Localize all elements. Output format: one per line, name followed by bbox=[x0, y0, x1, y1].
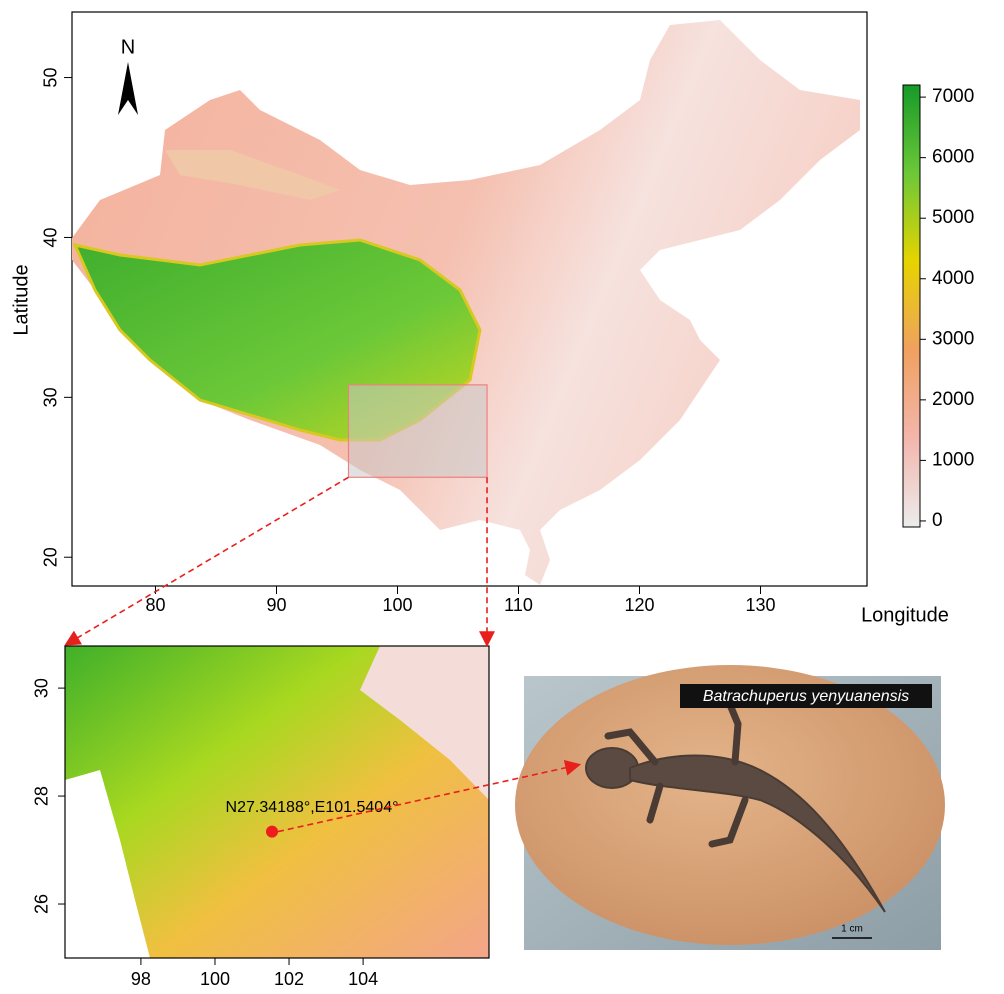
x-tick-label: 130 bbox=[745, 595, 775, 615]
inset-y-tick-label: 28 bbox=[32, 786, 52, 806]
colorbar-tick-label: 3000 bbox=[932, 328, 974, 349]
inset-extent bbox=[348, 385, 487, 477]
y-tick-label: 50 bbox=[41, 68, 61, 88]
main-map: N Latitude Longitude bbox=[10, 12, 949, 626]
inset-y-tick-label: 30 bbox=[32, 678, 52, 698]
colorbar-tick-label: 1000 bbox=[932, 449, 974, 470]
point-label: N27.34188°,E101.5404° bbox=[226, 799, 399, 816]
colorbar-tick-label: 2000 bbox=[932, 389, 974, 410]
y-axis-label: Latitude bbox=[10, 264, 32, 335]
colorbar bbox=[903, 85, 920, 527]
inset-x-tick-label: 98 bbox=[131, 969, 151, 989]
colorbar-tick-label: 5000 bbox=[932, 207, 974, 228]
x-tick-label: 100 bbox=[382, 595, 412, 615]
y-tick-label: 20 bbox=[41, 547, 61, 567]
x-axis-label: Longitude bbox=[861, 604, 949, 626]
x-tick-label: 80 bbox=[145, 595, 165, 615]
x-tick-label: 90 bbox=[266, 595, 286, 615]
x-tick-label: 120 bbox=[624, 595, 654, 615]
colorbar-tick-label: 0 bbox=[932, 510, 943, 531]
inset-x-tick-label: 102 bbox=[274, 969, 304, 989]
scale-label: 1 cm bbox=[841, 924, 863, 935]
colorbar-tick-label: 4000 bbox=[932, 268, 974, 289]
x-tick-label: 110 bbox=[504, 595, 533, 615]
sample-point bbox=[266, 826, 278, 838]
y-tick-label: 40 bbox=[41, 227, 61, 247]
y-tick-label: 30 bbox=[41, 387, 61, 407]
colorbar-tick-label: 7000 bbox=[932, 86, 974, 107]
colorbar-tick-label: 6000 bbox=[932, 147, 974, 168]
figure: N Latitude Longitude Batrachuperus yenyu… bbox=[0, 0, 1004, 994]
inset-y-tick-label: 26 bbox=[32, 894, 52, 914]
inset-x-tick-label: 100 bbox=[200, 969, 230, 989]
photo: Batrachuperus yenyuanensis 1 cm bbox=[515, 665, 945, 950]
north-label: N bbox=[121, 36, 135, 58]
species-caption: Batrachuperus yenyuanensis bbox=[703, 688, 909, 705]
inset-x-tick-label: 104 bbox=[348, 969, 378, 989]
